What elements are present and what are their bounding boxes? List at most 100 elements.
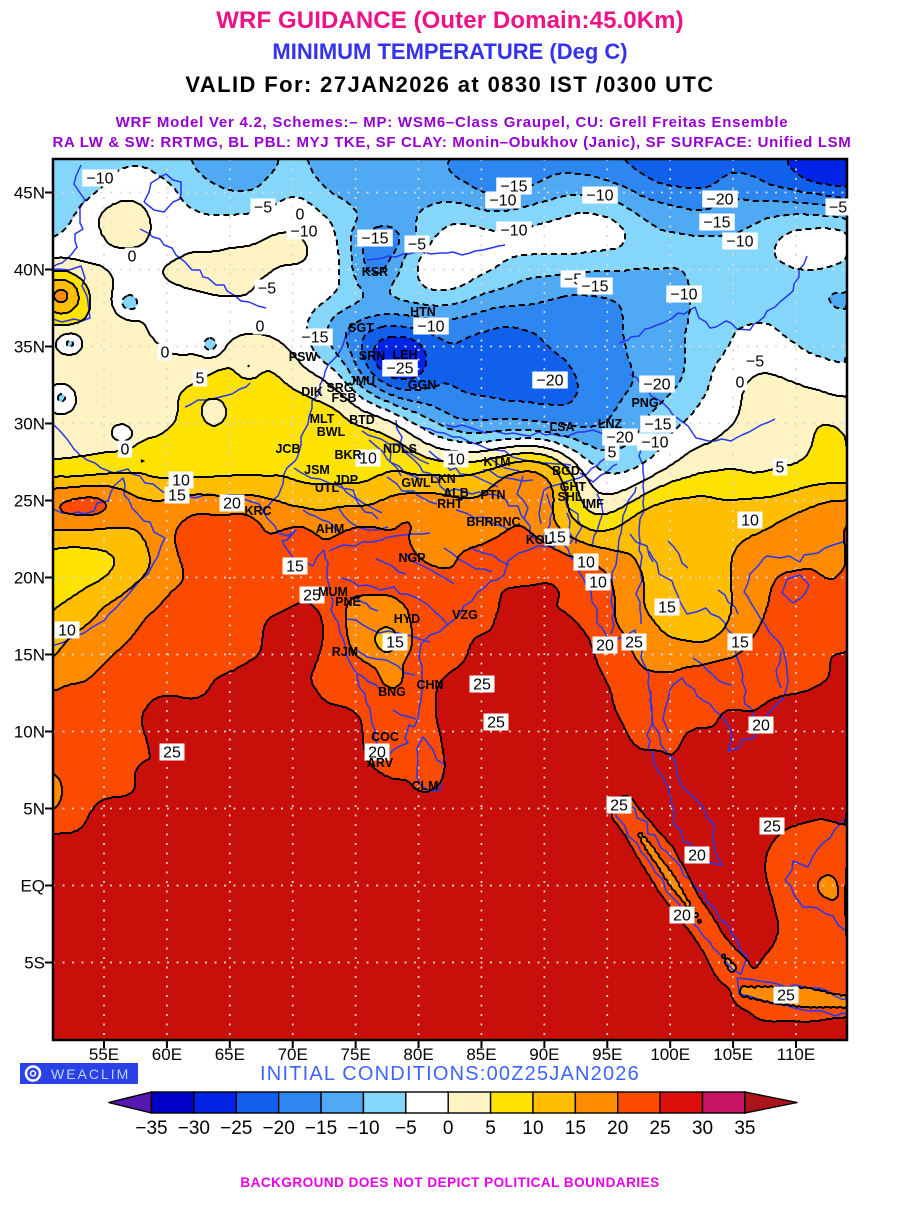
svg-text:15: 15 — [731, 635, 749, 652]
svg-text:−15: −15 — [644, 417, 671, 434]
svg-text:25: 25 — [777, 988, 795, 1005]
svg-text:15: 15 — [168, 488, 186, 505]
svg-text:−5: −5 — [746, 354, 764, 371]
svg-text:5: 5 — [608, 445, 617, 462]
svg-text:−20: −20 — [643, 377, 670, 394]
svg-text:15: 15 — [548, 530, 566, 547]
svg-text:KSR: KSR — [362, 265, 388, 279]
svg-text:−15: −15 — [301, 330, 328, 347]
svg-text:ARV: ARV — [367, 756, 394, 770]
svg-text:15: 15 — [386, 635, 404, 652]
svg-text:25: 25 — [763, 819, 781, 836]
svg-text:10: 10 — [589, 575, 607, 592]
svg-text:PNG: PNG — [631, 396, 658, 410]
svg-text:KOL: KOL — [526, 533, 553, 547]
svg-text:MLT: MLT — [310, 412, 335, 426]
svg-text:10: 10 — [741, 513, 759, 530]
svg-text:HYD: HYD — [394, 612, 420, 626]
svg-text:−10: −10 — [290, 224, 317, 241]
svg-text:5N: 5N — [23, 800, 45, 819]
svg-text:MINIMUM TEMPERATURE (Deg C): MINIMUM TEMPERATURE (Deg C) — [272, 39, 627, 64]
svg-text:PNE: PNE — [335, 595, 361, 609]
svg-text:0: 0 — [121, 442, 130, 459]
svg-text:10: 10 — [172, 473, 190, 490]
svg-text:15: 15 — [286, 559, 304, 576]
svg-text:25: 25 — [610, 798, 628, 815]
svg-text:15: 15 — [658, 600, 676, 617]
svg-text:55E: 55E — [89, 1045, 119, 1064]
svg-text:BTD: BTD — [349, 413, 375, 427]
svg-text:−5: −5 — [829, 200, 847, 217]
svg-text:90E: 90E — [529, 1045, 559, 1064]
svg-text:−35: −35 — [135, 1118, 167, 1139]
svg-text:−30: −30 — [178, 1118, 210, 1139]
svg-text:20: 20 — [223, 496, 241, 513]
svg-text:UTL: UTL — [315, 481, 340, 495]
svg-text:45N: 45N — [14, 184, 45, 203]
svg-text:VZG: VZG — [452, 608, 478, 622]
svg-text:CLM: CLM — [411, 779, 438, 793]
svg-text:BACKGROUND DOES NOT DEPICT POL: BACKGROUND DOES NOT DEPICT POLITICAL BOU… — [240, 1175, 659, 1190]
svg-text:25: 25 — [163, 745, 181, 762]
svg-text:−5: −5 — [395, 1118, 417, 1139]
svg-text:5S: 5S — [24, 954, 45, 973]
svg-text:−15: −15 — [500, 179, 527, 196]
svg-text:10: 10 — [58, 623, 76, 640]
svg-text:40N: 40N — [14, 261, 45, 280]
svg-text:25N: 25N — [14, 492, 45, 511]
svg-text:EQ: EQ — [20, 877, 45, 896]
svg-text:10: 10 — [577, 555, 595, 572]
svg-text:0: 0 — [296, 207, 305, 224]
svg-text:RHT: RHT — [437, 497, 463, 511]
svg-text:−10: −10 — [347, 1118, 379, 1139]
svg-text:20: 20 — [596, 638, 614, 655]
svg-text:JSM: JSM — [304, 463, 330, 477]
svg-text:5: 5 — [196, 371, 205, 388]
svg-text:BKR: BKR — [334, 448, 361, 462]
svg-text:0: 0 — [128, 249, 137, 266]
svg-text:−15: −15 — [305, 1118, 337, 1139]
svg-text:−5: −5 — [258, 281, 276, 298]
svg-text:RA LW & SW: RRTMG, BL PBL: MYJ: RA LW & SW: RRTMG, BL PBL: MYJ TKE, SF C… — [53, 134, 852, 151]
svg-text:HTN: HTN — [410, 305, 436, 319]
svg-text:−20: −20 — [536, 373, 563, 390]
svg-text:0: 0 — [443, 1118, 454, 1139]
svg-text:25: 25 — [303, 588, 321, 605]
svg-text:30: 30 — [692, 1118, 713, 1139]
svg-text:5: 5 — [485, 1118, 496, 1139]
svg-text:PSW: PSW — [289, 350, 318, 364]
svg-text:−15: −15 — [581, 279, 608, 296]
svg-text:ALB: ALB — [443, 486, 469, 500]
svg-text:20: 20 — [607, 1118, 628, 1139]
svg-text:−10: −10 — [417, 319, 444, 336]
svg-text:95E: 95E — [592, 1045, 622, 1064]
svg-text:110E: 110E — [777, 1045, 815, 1064]
svg-text:LKN: LKN — [430, 472, 456, 486]
svg-text:−10: −10 — [726, 234, 753, 251]
svg-text:65E: 65E — [215, 1045, 245, 1064]
svg-text:GWL: GWL — [401, 476, 431, 490]
svg-text:JMU: JMU — [349, 374, 375, 388]
svg-text:5: 5 — [776, 460, 785, 477]
svg-text:FSB: FSB — [332, 391, 357, 405]
svg-text:RNC: RNC — [493, 515, 520, 529]
svg-text:KTM: KTM — [483, 455, 510, 469]
svg-text:BGD: BGD — [552, 464, 580, 478]
svg-text:JDP: JDP — [334, 473, 358, 487]
svg-text:SRN: SRN — [359, 349, 385, 363]
svg-text:10: 10 — [447, 452, 465, 469]
svg-text:0: 0 — [736, 375, 745, 392]
svg-text:CHN: CHN — [416, 678, 443, 692]
svg-text:SGT: SGT — [348, 321, 374, 335]
svg-text:20: 20 — [368, 745, 386, 762]
svg-text:−15: −15 — [361, 231, 388, 248]
svg-text:AHM: AHM — [316, 522, 344, 536]
svg-text:LEH: LEH — [393, 348, 418, 362]
svg-text:BNG: BNG — [378, 685, 406, 699]
svg-text:−25: −25 — [220, 1118, 252, 1139]
svg-text:GGN: GGN — [408, 378, 436, 392]
svg-text:−20: −20 — [706, 192, 733, 209]
svg-text:INITIAL CONDITIONS:00Z25JAN202: INITIAL CONDITIONS:00Z25JAN2026 — [260, 1063, 640, 1085]
svg-text:−25: −25 — [386, 361, 413, 378]
svg-text:−10: −10 — [489, 193, 516, 210]
